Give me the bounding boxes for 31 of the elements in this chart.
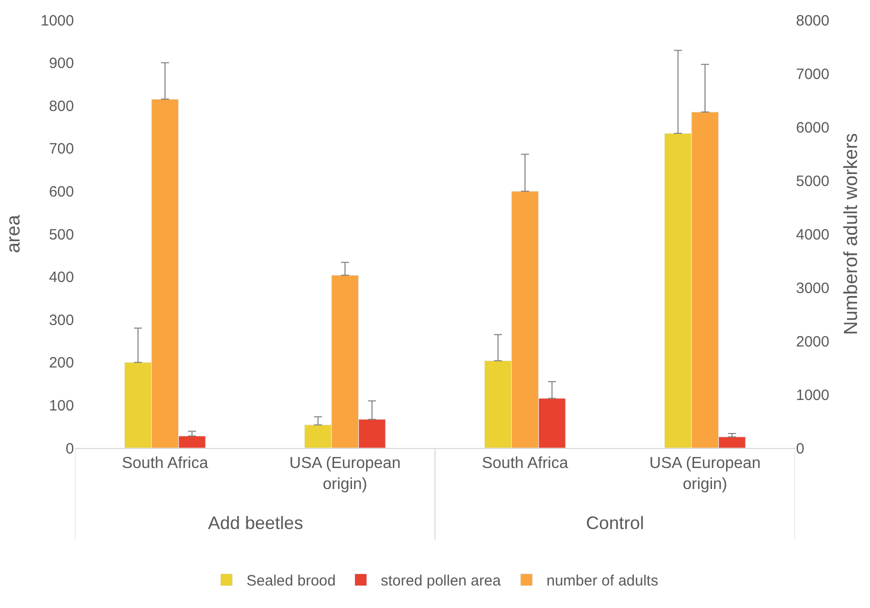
y-tick-label: 1000 bbox=[40, 12, 74, 30]
x-tick-label: USA (European origin) bbox=[289, 455, 401, 493]
legend-label: Sealed brood bbox=[246, 572, 336, 590]
legend-label: number of adults bbox=[546, 572, 658, 590]
y2-tick-label: 0 bbox=[796, 440, 804, 458]
y-tick-label: 0 bbox=[66, 440, 74, 458]
legend-label: stored pollen area bbox=[380, 572, 502, 590]
y2-tick-label: 7000 bbox=[796, 66, 830, 83]
y2-tick-label: 8000 bbox=[796, 12, 830, 30]
y2-tick-label: 6000 bbox=[796, 119, 830, 136]
y-tick-label: 700 bbox=[48, 140, 74, 158]
y2-tick-label: 4000 bbox=[796, 226, 830, 244]
y-tick-label: 500 bbox=[48, 226, 74, 244]
x-tick-label: South Africa bbox=[122, 455, 208, 472]
x-tick-label: South Africa bbox=[482, 455, 568, 472]
text: Control bbox=[586, 513, 644, 533]
y2-tick-label: 2000 bbox=[796, 333, 830, 350]
y2-axis-title: Numberof adult workers bbox=[841, 133, 862, 335]
y-tick-label: 100 bbox=[48, 397, 74, 414]
text: Add beetles bbox=[208, 513, 304, 533]
y2-tick-label: 5000 bbox=[796, 172, 830, 190]
y2-tick-label: 1000 bbox=[796, 386, 830, 404]
y2-tick-label: 3000 bbox=[796, 280, 830, 297]
y-tick-label: 200 bbox=[48, 354, 74, 372]
y-tick-label: 400 bbox=[48, 269, 74, 286]
y-tick-label: 800 bbox=[48, 98, 74, 115]
x-tick-label: USA (European origin) bbox=[649, 455, 761, 493]
y-tick-label: 900 bbox=[48, 55, 74, 72]
y-axis-title: area bbox=[3, 214, 24, 254]
y-tick-label: 600 bbox=[48, 183, 74, 200]
y-tick-label: 300 bbox=[48, 312, 74, 329]
